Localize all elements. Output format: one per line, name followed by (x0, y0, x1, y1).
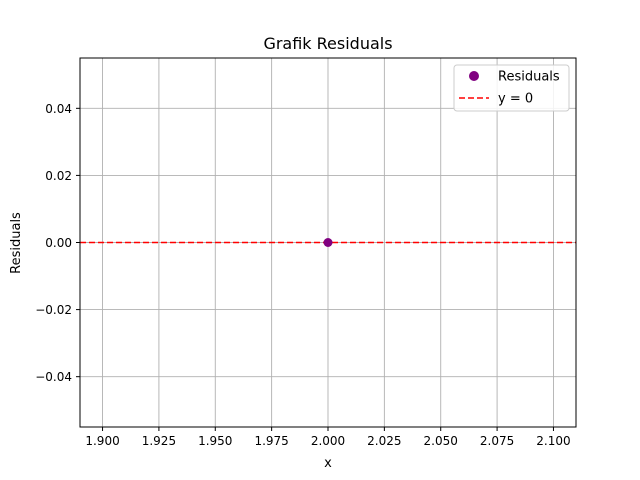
legend-box (453, 64, 570, 112)
y-axis-label: Residuals (9, 212, 24, 274)
legend-marker-residuals (469, 71, 479, 81)
y-tick-label: 0.04 (45, 102, 72, 116)
x-axis-label: x (324, 456, 332, 471)
y-tick-label: −0.04 (35, 370, 72, 384)
y-tick-label: 0.02 (45, 169, 72, 183)
legend: Residuals y = 0 (453, 64, 570, 112)
data-series (80, 238, 576, 247)
residual-point (323, 238, 333, 247)
legend-label-zero-line: y = 0 (498, 92, 533, 107)
x-tick-label: 2.050 (424, 434, 458, 448)
plot-frame (79, 57, 577, 428)
x-tick-label: 1.975 (254, 434, 288, 448)
x-tick-label: 2.025 (367, 434, 401, 448)
y-tick-label: −0.02 (35, 303, 72, 317)
chart-title: Grafik Residuals (263, 34, 392, 53)
y-tick-label: 0.00 (45, 236, 72, 250)
x-tick-label: 1.900 (85, 434, 119, 448)
x-tick-label: 2.000 (311, 434, 345, 448)
legend-label-residuals: Residuals (498, 70, 560, 85)
x-tick-label: 2.100 (536, 434, 570, 448)
axis-ticks: 1.900 1.925 1.950 1.975 2.000 2.025 2.050 2.075… (35, 102, 570, 448)
x-tick-label: 1.950 (198, 434, 232, 448)
x-tick-label: 1.925 (142, 434, 176, 448)
x-tick-label: 2.075 (480, 434, 514, 448)
